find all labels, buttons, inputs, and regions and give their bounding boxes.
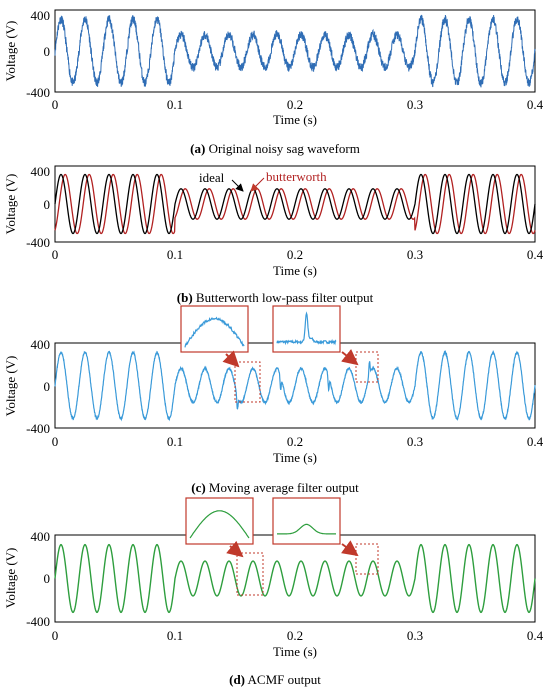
panel-d-zoom-box-1 (236, 552, 264, 596)
panel-b-xtick-1: 0.1 (167, 247, 183, 262)
panel-b: 400 0 -400 0 0.1 0.2 0.3 0.4 Time (s) Vo… (3, 164, 544, 305)
panel-d-arrow-1 (226, 540, 244, 558)
panel-b-xtick-3: 0.3 (407, 247, 423, 262)
panel-d-ytick-neg400: -400 (26, 614, 50, 629)
panel-a-ylabel: Voltage (V) (3, 21, 18, 82)
panel-b-caption-text: Butterworth low-pass filter output (196, 290, 374, 305)
panel-d-xtick-3: 0.3 (407, 628, 423, 643)
panel-b-ytick-neg400: -400 (26, 235, 50, 250)
panel-b-xtick-4: 0.4 (527, 247, 544, 262)
panel-c-ytick-400: 400 (31, 337, 51, 352)
panel-c-inset-1 (180, 305, 249, 353)
panel-d-inset-2-curve (277, 523, 336, 535)
legend-ideal-arrow (231, 179, 244, 192)
panel-c-caption-letter: (c) (191, 480, 205, 495)
panel-d-ytick-400: 400 (31, 529, 51, 544)
panel-b-caption-letter: (b) (177, 290, 193, 305)
panel-a-caption-text: Original noisy sag waveform (209, 141, 360, 156)
panel-c-xtick-2: 0.2 (287, 434, 303, 449)
panel-c-caption: (c) Moving average filter output (191, 480, 359, 495)
panel-d-zoom-box-2 (355, 543, 379, 575)
panel-d-xtick-4: 0.4 (527, 628, 544, 643)
panel-a-xtick-2: 0.2 (287, 97, 303, 112)
legend-butterworth-arrow (250, 177, 265, 192)
panel-c-xtick-0: 0 (52, 434, 59, 449)
panel-a-xtick-4: 0.4 (527, 97, 544, 112)
panel-c-arrow-1 (222, 350, 240, 368)
panel-a-plot (54, 14, 536, 88)
panel-c-arrow-2 (341, 349, 359, 366)
panel-c-zoom-box-2 (355, 351, 379, 383)
panel-c-xtick-4: 0.4 (527, 434, 544, 449)
panel-a-caption: (a) Original noisy sag waveform (190, 141, 360, 156)
panel-a-ytick-0: 0 (44, 44, 51, 59)
panel-d-plot (54, 543, 536, 614)
panel-d-inset-1-trace (189, 510, 250, 539)
panel-d-inset-1 (185, 497, 254, 545)
panel-b-ytick-400: 400 (31, 164, 51, 179)
panel-a-xtick-0: 0 (52, 97, 59, 112)
panel-a-ytick-400: 400 (31, 8, 51, 23)
panel-a-noisy-series (54, 14, 536, 88)
panel-c-ylabel: Voltage (V) (3, 356, 18, 417)
panel-d-inset-2 (272, 497, 341, 545)
panel-c-xtick-1: 0.1 (167, 434, 183, 449)
panel-a-ytick-neg400: -400 (26, 85, 50, 100)
panel-d-inset-2-trace (277, 523, 336, 535)
panel-b-plot (54, 173, 536, 235)
panel-c-ytick-0: 0 (44, 379, 51, 394)
panel-a-xtick-3: 0.3 (407, 97, 423, 112)
panel-b-ylabel: Voltage (V) (3, 174, 18, 235)
panel-d-caption: (d) ACMF output (229, 672, 321, 687)
panel-c-inset-2-trace (276, 311, 337, 346)
panel-b-xtick-2: 0.2 (287, 247, 303, 262)
panel-a-caption-letter: (a) (190, 141, 205, 156)
panel-a-xtick-1: 0.1 (167, 97, 183, 112)
panel-b-ideal-series (54, 173, 536, 235)
panel-c-ytick-neg400: -400 (26, 421, 50, 436)
panel-d-caption-text: ACMF output (248, 672, 322, 687)
panel-d-xtick-0: 0 (52, 628, 59, 643)
legend-ideal-label: ideal (199, 170, 225, 185)
panel-c-inset-2-curve (276, 311, 337, 346)
panel-d-xtick-1: 0.1 (167, 628, 183, 643)
panel-d: 400 0 -400 0 0.1 0.2 0.3 0.4 Time (s) Vo… (3, 497, 544, 687)
panel-d-acmf-series (54, 543, 536, 614)
panel-a-xlabel: Time (s) (273, 112, 317, 127)
panel-c-plot (54, 349, 536, 422)
panel-c-xtick-3: 0.3 (407, 434, 423, 449)
panel-d-ytick-0: 0 (44, 571, 51, 586)
panel-c-zoom-box-1 (234, 361, 261, 403)
panel-c-caption-text: Moving average filter output (209, 480, 359, 495)
panel-c-inset-1-curve (184, 316, 245, 348)
panel-d-arrow-2 (340, 540, 359, 557)
panel-a: 400 0 -400 0 0.1 0.2 0.3 0.4 Time (s) Vo… (3, 8, 544, 156)
panel-c: 400 0 -400 0 0.1 0.2 0.3 0.4 Time (s) Vo… (3, 305, 544, 495)
panel-b-caption: (b) Butterworth low-pass filter output (177, 290, 374, 305)
legend-butterworth-label: butterworth (266, 169, 327, 184)
panel-b-xlabel: Time (s) (273, 263, 317, 278)
panel-b-ytick-0: 0 (44, 197, 51, 212)
panel-d-inset-1-curve (189, 510, 250, 539)
panel-d-caption-letter: (d) (229, 672, 245, 687)
panel-d-xlabel: Time (s) (273, 644, 317, 659)
panel-b-xtick-0: 0 (52, 247, 59, 262)
panel-c-xlabel: Time (s) (273, 450, 317, 465)
panel-d-ylabel: Voltage (V) (3, 548, 18, 609)
panel-d-xtick-2: 0.2 (287, 628, 303, 643)
panel-c-moving-average-series (54, 349, 536, 422)
panel-c-inset-1-trace (184, 316, 245, 348)
